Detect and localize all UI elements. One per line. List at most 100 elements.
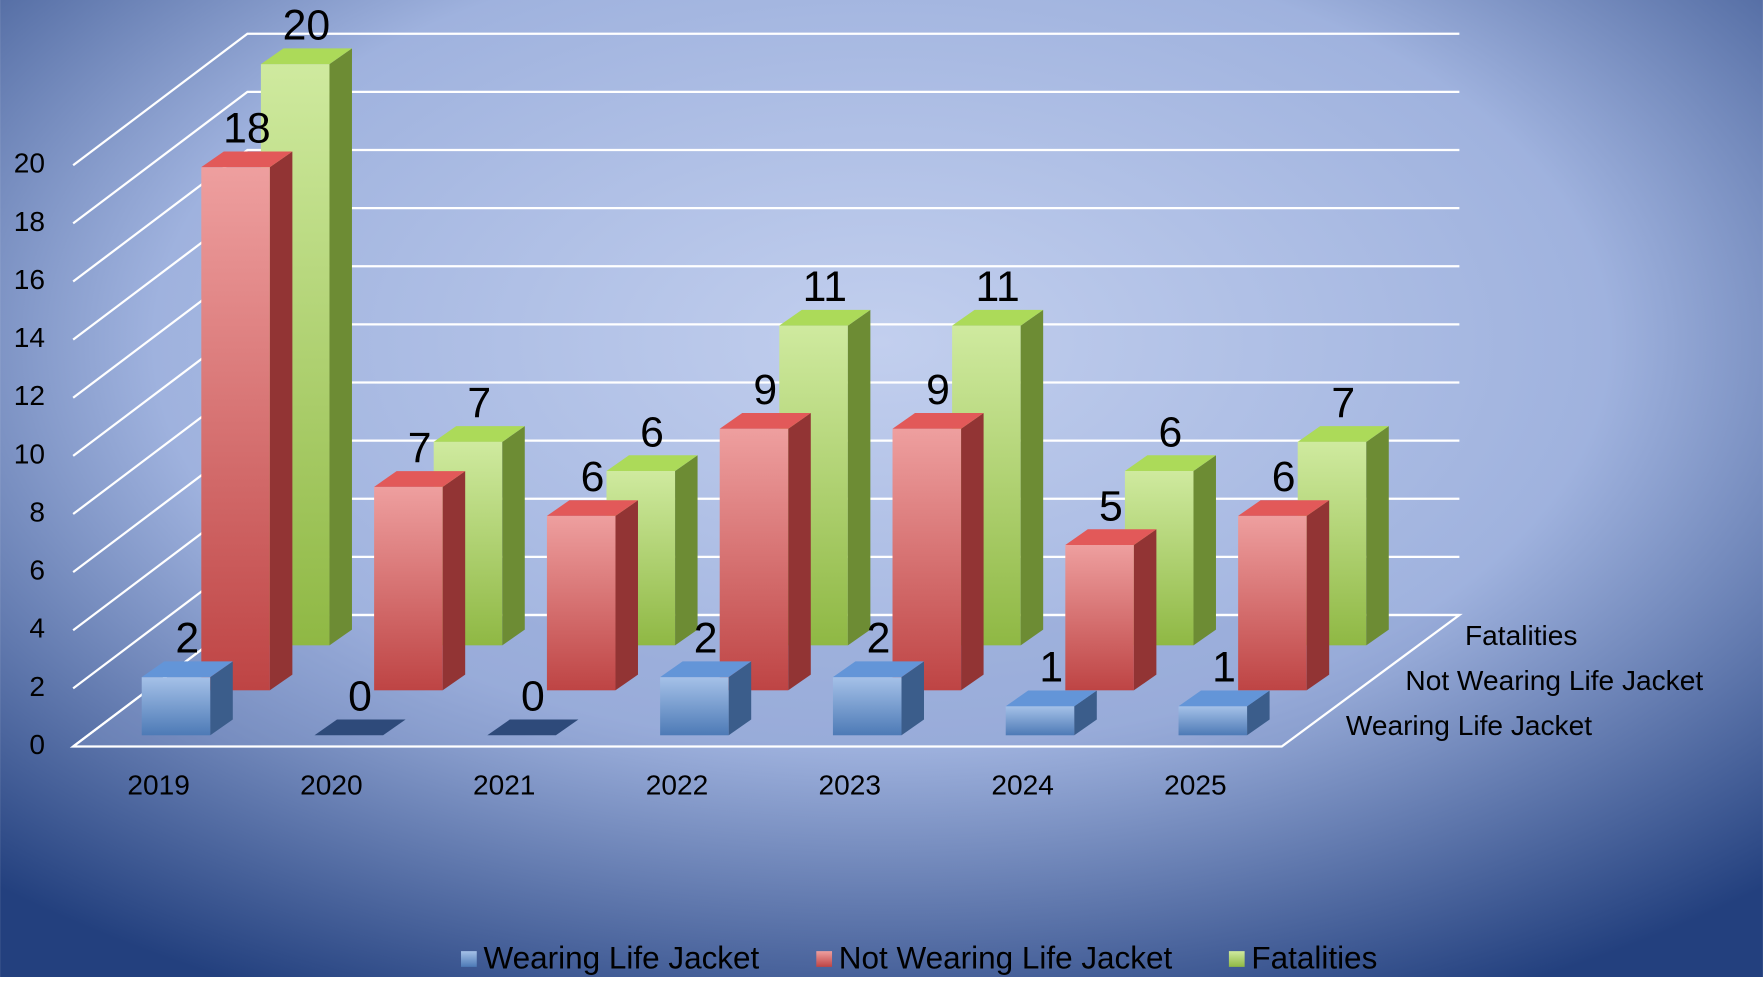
bar-front (1238, 515, 1307, 691)
value-label: 11 (803, 263, 847, 311)
depth-label: Not Wearing Life Jacket (1405, 665, 1703, 696)
bar-top (1124, 455, 1216, 471)
bar-side (788, 413, 811, 691)
bar-side (1133, 529, 1157, 691)
bar-side (961, 413, 984, 691)
bar-top (141, 661, 233, 678)
grid-line (72, 148, 1460, 283)
y-tick-label: 4 (29, 613, 45, 644)
value-label: 6 (581, 453, 605, 501)
legend-swatch (1228, 951, 1245, 967)
value-label: 7 (408, 424, 432, 472)
bar-top (546, 500, 638, 516)
bar (1065, 529, 1157, 691)
bar-front (719, 428, 789, 691)
bar (374, 471, 466, 691)
y-tick-label: 8 (29, 496, 45, 527)
value-label: 0 (521, 673, 545, 721)
y-tick-label: 20 (14, 148, 45, 179)
bar-top (892, 413, 984, 429)
value-label: 2 (867, 614, 891, 662)
bar (201, 151, 293, 691)
bar (546, 500, 638, 691)
bar-side (847, 309, 871, 646)
bar-front (1005, 706, 1075, 736)
value-label: 20 (283, 1, 331, 49)
x-tick-label: 2024 (991, 769, 1054, 800)
bar-side (442, 471, 466, 691)
bar-top (260, 48, 352, 65)
legend-label: Wearing Life Jacket (484, 940, 760, 975)
bar-top (374, 471, 466, 487)
x-tick-label: 2023 (819, 769, 882, 800)
value-label: 6 (640, 408, 664, 456)
y-tick-label: 2 (29, 671, 45, 702)
depth-label: Wearing Life Jacket (1346, 710, 1592, 741)
bar-top (719, 413, 811, 429)
bar-front (832, 677, 902, 736)
depth-label: Fatalities (1465, 620, 1577, 651)
value-label: 5 (1099, 482, 1123, 530)
value-label: 18 (223, 104, 271, 152)
bar-top (1238, 500, 1330, 516)
value-label: 7 (467, 379, 491, 427)
value-label: 2 (694, 614, 718, 662)
x-tick-label: 2022 (646, 769, 709, 800)
bar-top (779, 309, 871, 326)
x-tick-label: 2020 (300, 769, 363, 800)
value-label: 6 (1159, 408, 1183, 456)
bar-side (728, 661, 752, 736)
bar-top (660, 661, 752, 678)
bar-front (660, 677, 729, 736)
bar (314, 719, 406, 736)
y-tick-label: 12 (14, 380, 45, 411)
bar-top (1005, 690, 1097, 707)
bar (487, 719, 579, 736)
bar-top (832, 661, 924, 678)
legend-swatch (461, 951, 477, 967)
bar-top (1065, 529, 1157, 545)
bar (1005, 690, 1097, 736)
legend-swatch (816, 951, 833, 967)
bar-side (502, 426, 525, 646)
bar-side (615, 500, 638, 691)
value-label: 9 (753, 366, 777, 414)
bar-top (487, 719, 579, 736)
x-tick-label: 2025 (1164, 769, 1227, 800)
bar-side (1306, 500, 1330, 691)
bar (141, 661, 233, 736)
bar-side (901, 661, 924, 736)
y-tick-label: 6 (29, 555, 45, 586)
value-label: 9 (926, 366, 950, 414)
bar-side (1020, 309, 1044, 646)
bar-side (1074, 690, 1097, 736)
y-tick-label: 16 (14, 264, 45, 295)
bar-top (606, 455, 698, 471)
bar-top (433, 426, 525, 442)
bar-top (1178, 690, 1270, 707)
legend-label: Not Wearing Life Jacket (839, 940, 1173, 975)
value-label: 1 (1212, 644, 1236, 692)
bar-side (1193, 455, 1216, 646)
bar-front (1178, 706, 1248, 736)
y-tick-label: 10 (14, 438, 45, 469)
bar-front (892, 428, 962, 691)
bar-top (952, 309, 1044, 326)
x-tick-label: 2021 (473, 769, 536, 800)
grid-line (72, 32, 1460, 167)
bar-side (269, 151, 293, 691)
value-label: 1 (1039, 644, 1063, 692)
value-label: 11 (975, 263, 1019, 311)
bar-front (546, 515, 616, 691)
bar-front (201, 167, 270, 691)
bar-front (1065, 544, 1134, 691)
y-tick-label: 0 (29, 729, 45, 760)
y-tick-label: 14 (14, 322, 45, 353)
bar-top (314, 719, 406, 736)
grid-line (72, 90, 1460, 225)
bar (892, 413, 984, 691)
bar (660, 661, 752, 736)
bar (719, 413, 811, 691)
